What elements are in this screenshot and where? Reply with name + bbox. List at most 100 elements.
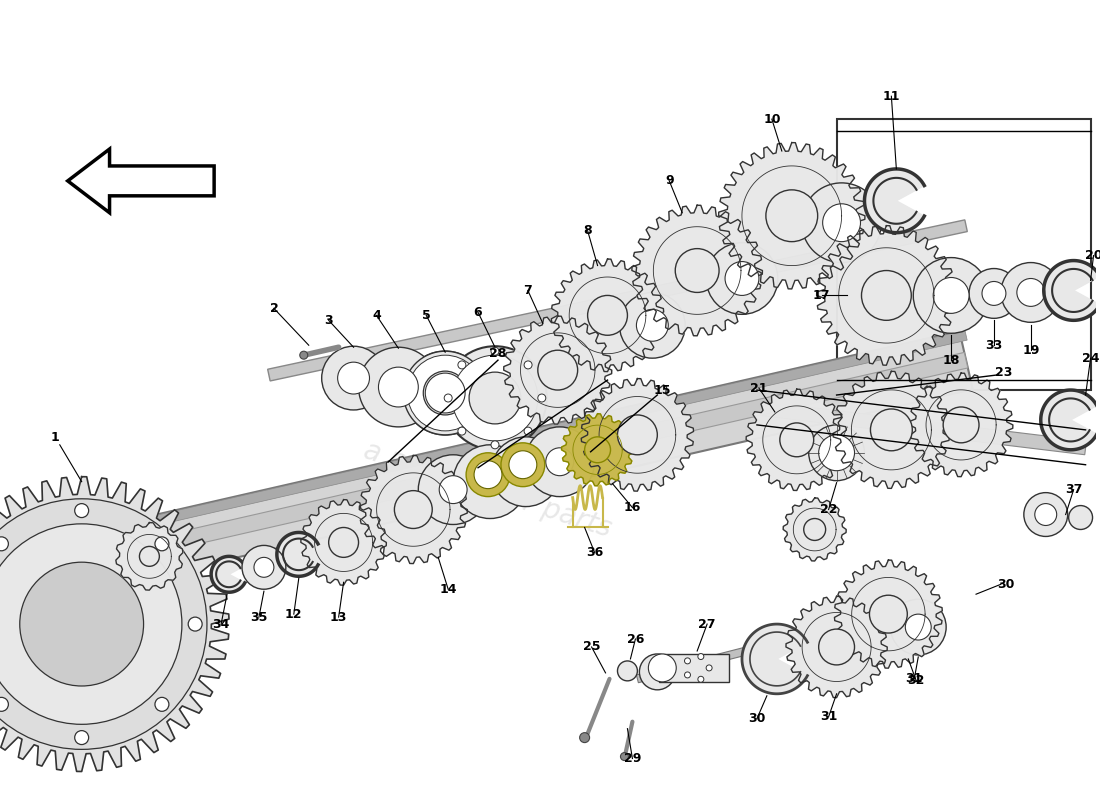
Circle shape <box>140 546 159 566</box>
Circle shape <box>546 448 574 476</box>
Polygon shape <box>300 500 386 585</box>
Circle shape <box>75 504 89 518</box>
Circle shape <box>20 562 144 686</box>
Polygon shape <box>360 455 467 563</box>
Circle shape <box>580 733 590 742</box>
Text: 3: 3 <box>324 314 333 327</box>
Polygon shape <box>718 142 865 289</box>
Circle shape <box>0 698 9 711</box>
Polygon shape <box>783 498 846 561</box>
Text: 24: 24 <box>1081 352 1099 365</box>
Circle shape <box>458 427 466 435</box>
Text: 31: 31 <box>820 710 837 723</box>
Text: 17: 17 <box>813 289 830 302</box>
Text: 14: 14 <box>439 582 456 596</box>
Bar <box>659 654 729 682</box>
Circle shape <box>725 262 759 295</box>
Circle shape <box>870 409 912 450</box>
Circle shape <box>617 661 637 681</box>
Circle shape <box>439 476 468 503</box>
Circle shape <box>395 490 432 529</box>
Circle shape <box>444 394 452 402</box>
Polygon shape <box>211 556 245 592</box>
Circle shape <box>861 270 911 320</box>
Text: 30: 30 <box>998 578 1014 590</box>
Text: 27: 27 <box>698 618 716 630</box>
Circle shape <box>0 524 182 724</box>
Circle shape <box>587 295 627 335</box>
Circle shape <box>476 468 504 496</box>
Polygon shape <box>637 643 763 682</box>
Circle shape <box>1001 262 1060 322</box>
Polygon shape <box>756 401 1087 454</box>
Polygon shape <box>504 316 612 424</box>
Circle shape <box>617 415 658 454</box>
Polygon shape <box>562 414 634 486</box>
Text: 9: 9 <box>666 174 673 187</box>
Circle shape <box>75 730 89 745</box>
Polygon shape <box>837 119 1090 390</box>
Circle shape <box>491 441 499 449</box>
Text: 2: 2 <box>270 302 278 315</box>
Polygon shape <box>833 371 949 489</box>
Circle shape <box>329 527 359 558</box>
Circle shape <box>509 450 537 478</box>
Polygon shape <box>581 378 694 491</box>
Circle shape <box>524 361 532 369</box>
Polygon shape <box>835 560 943 668</box>
Text: 1: 1 <box>51 431 59 444</box>
Polygon shape <box>277 533 318 576</box>
Circle shape <box>525 427 595 497</box>
Circle shape <box>802 183 881 262</box>
Text: 25: 25 <box>583 641 601 654</box>
Circle shape <box>338 362 370 394</box>
Polygon shape <box>94 330 967 539</box>
Circle shape <box>0 498 207 750</box>
Circle shape <box>584 437 610 462</box>
Circle shape <box>452 355 538 441</box>
Circle shape <box>818 435 855 470</box>
Circle shape <box>466 453 510 497</box>
Circle shape <box>905 614 932 640</box>
Circle shape <box>637 310 669 342</box>
Text: 6: 6 <box>474 306 483 319</box>
Circle shape <box>359 347 438 427</box>
Circle shape <box>188 617 202 631</box>
Circle shape <box>1035 503 1057 526</box>
Circle shape <box>512 458 540 486</box>
Circle shape <box>890 599 946 655</box>
Polygon shape <box>1041 390 1097 450</box>
Text: 8: 8 <box>583 224 592 237</box>
Circle shape <box>639 654 675 690</box>
Text: 10: 10 <box>763 113 781 126</box>
Text: a passion for parts: a passion for parts <box>361 436 616 543</box>
Circle shape <box>443 346 547 450</box>
Text: 4: 4 <box>372 309 381 322</box>
Polygon shape <box>267 220 967 381</box>
Circle shape <box>780 423 814 457</box>
Text: 26: 26 <box>627 633 645 646</box>
Circle shape <box>491 437 561 506</box>
Text: 5: 5 <box>422 309 430 322</box>
Text: 16: 16 <box>624 501 641 514</box>
Circle shape <box>155 698 169 711</box>
Circle shape <box>943 407 979 443</box>
Circle shape <box>808 425 865 481</box>
Circle shape <box>538 350 578 390</box>
Polygon shape <box>865 169 924 233</box>
Text: 30: 30 <box>748 712 766 726</box>
Text: 23: 23 <box>996 366 1013 378</box>
Circle shape <box>242 546 286 590</box>
Circle shape <box>407 355 483 431</box>
Text: 20: 20 <box>1085 249 1100 262</box>
Circle shape <box>538 394 546 402</box>
Text: 7: 7 <box>524 284 532 297</box>
Text: 37: 37 <box>1065 483 1082 496</box>
Circle shape <box>458 361 466 369</box>
Text: 33: 33 <box>986 338 1002 352</box>
Circle shape <box>474 461 502 489</box>
Polygon shape <box>816 226 956 366</box>
Text: 31: 31 <box>905 672 923 686</box>
Circle shape <box>1016 278 1045 306</box>
Circle shape <box>453 445 527 518</box>
